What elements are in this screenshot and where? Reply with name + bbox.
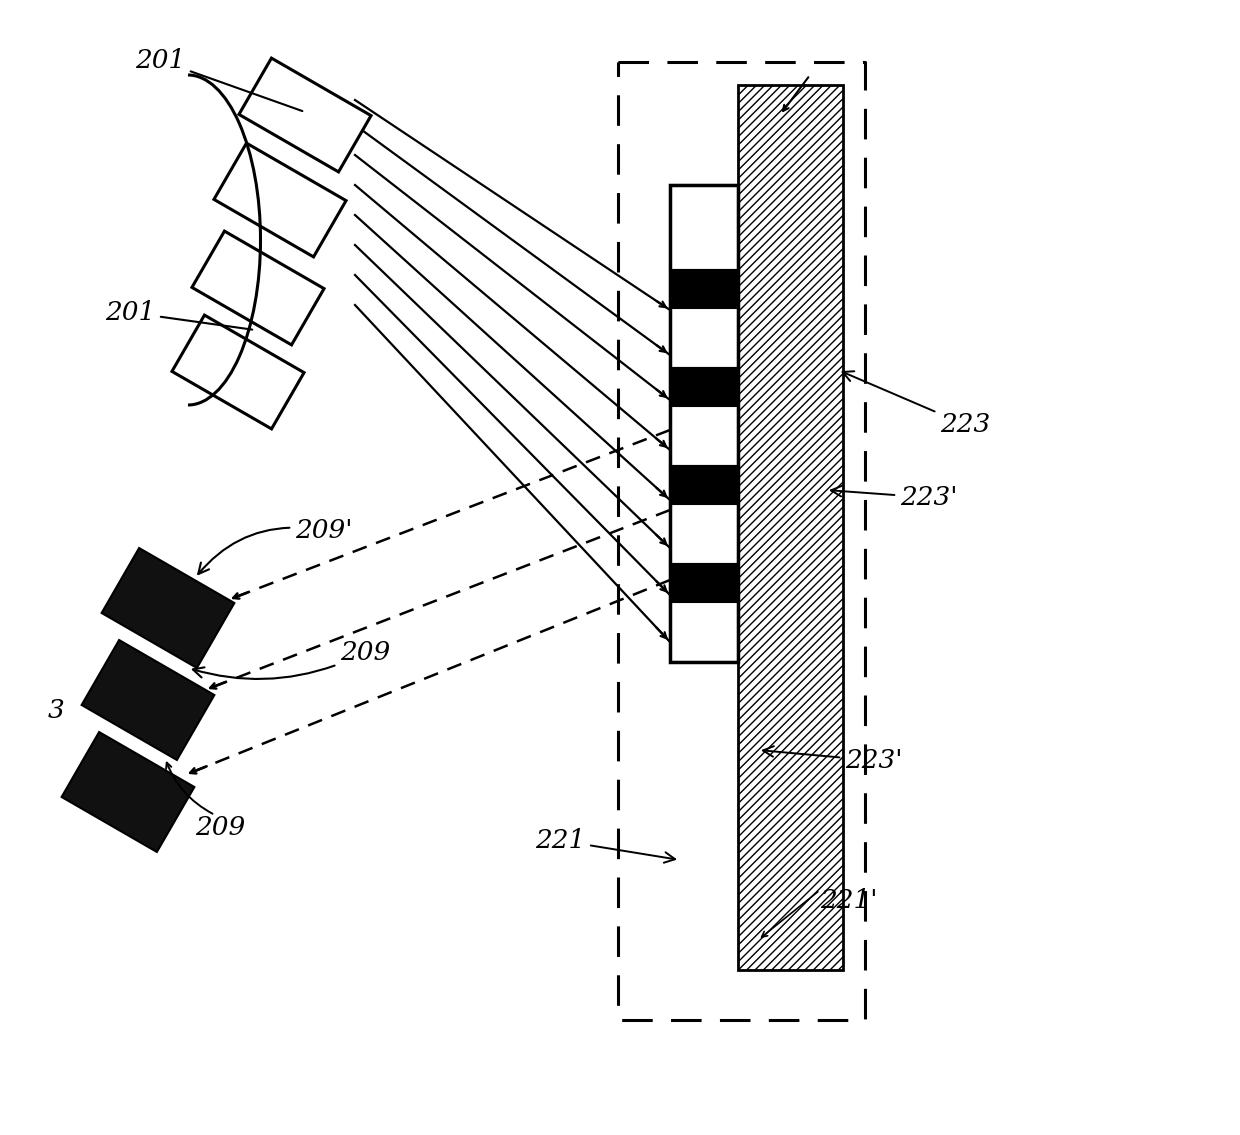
Polygon shape [102,548,234,669]
Polygon shape [192,232,324,345]
Polygon shape [738,85,843,970]
Polygon shape [670,564,738,602]
Text: 209: 209 [195,815,246,840]
Text: 221': 221' [820,888,878,913]
Text: 223': 223' [831,485,957,510]
Text: 3: 3 [48,698,64,723]
Polygon shape [82,640,215,760]
Polygon shape [670,504,738,564]
Polygon shape [239,58,371,171]
Text: 209': 209' [198,518,352,574]
Text: 223': 223' [763,746,903,773]
Text: 221: 221 [534,829,675,863]
Polygon shape [670,466,738,504]
Polygon shape [670,406,738,466]
Text: 223: 223 [842,371,991,437]
Polygon shape [62,732,195,852]
Text: 201: 201 [135,48,303,111]
Polygon shape [172,316,304,429]
Polygon shape [670,368,738,406]
Text: 209: 209 [193,640,391,679]
Polygon shape [215,143,346,257]
Polygon shape [670,185,738,270]
Polygon shape [670,602,738,662]
Text: 201: 201 [105,300,252,329]
Polygon shape [670,270,738,308]
Polygon shape [670,308,738,368]
